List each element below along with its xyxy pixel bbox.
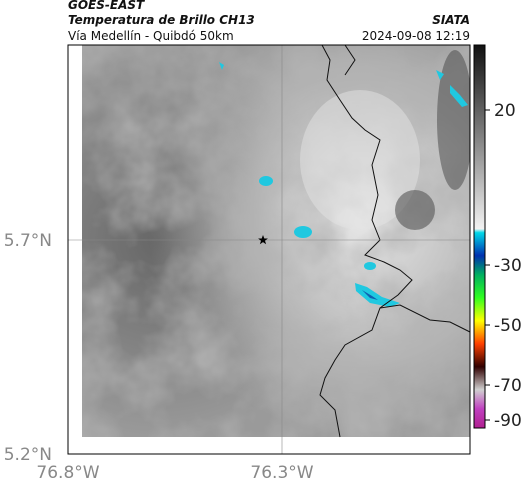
subtitle: Vía Medellín - Quibdó 50km (68, 29, 234, 43)
colorbar-tick-label: -70 (494, 376, 522, 396)
source: GOES-EAST (68, 0, 145, 12)
satellite-image (82, 45, 470, 437)
colorbar-tick-label: -90 (494, 411, 522, 431)
map-frame (67, 44, 471, 455)
lat-tick-label: 5.2°N (4, 445, 52, 465)
lat-tick-label: 5.7°N (4, 231, 52, 251)
agency: SIATA (432, 13, 470, 27)
datetime: 2024-09-08 12:19 (362, 29, 470, 43)
colorbar-tick-label: 20 (494, 101, 516, 121)
lon-tick-label: 76.3°W (250, 463, 313, 483)
colorbar-tick-label: -50 (494, 316, 522, 336)
location-star (258, 235, 268, 245)
colorbar-tick-label: -30 (494, 256, 522, 276)
colorbar (473, 44, 486, 429)
lon-tick-label: 76.8°W (36, 463, 99, 483)
borders (319, 44, 471, 438)
title: Temperatura de Brillo CH13 (68, 13, 255, 27)
